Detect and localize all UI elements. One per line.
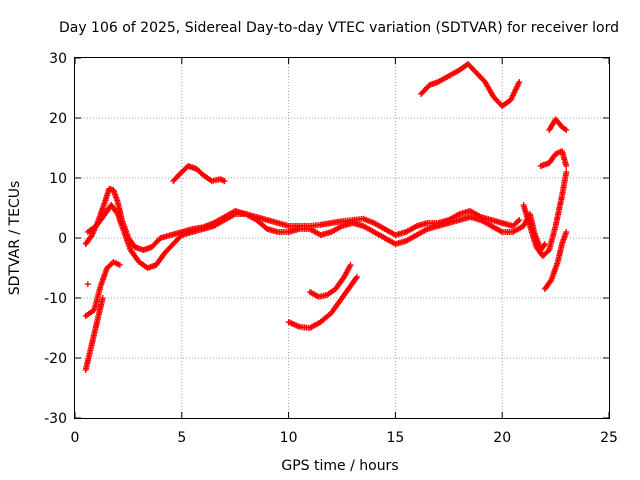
y-tick-label: 10 — [49, 171, 67, 187]
data-point-arc-g — [347, 262, 354, 268]
data-point-arc-b — [541, 242, 548, 249]
y-tick-label: 30 — [49, 51, 67, 67]
data-points — [82, 61, 570, 373]
data-point-arc-d — [99, 295, 106, 301]
data-point-arc-i — [563, 127, 570, 133]
data-point-arc-j — [563, 163, 570, 169]
chart-title: Day 106 of 2025, Sidereal Day-to-day VTE… — [59, 20, 619, 36]
data-point-arc-h — [516, 79, 523, 85]
axis-ticks: 0 5 10 15 20 25 -30 -20 -10 0 10 20 30 — [44, 51, 618, 446]
y-tick-label: -20 — [44, 351, 67, 367]
data-point-arc-a — [516, 217, 523, 223]
plot-border — [74, 57, 610, 419]
y-tick-label: -10 — [44, 291, 67, 307]
x-axis-label: GPS time / hours — [281, 458, 398, 474]
data-point-arc-f — [353, 274, 360, 280]
y-axis-label: SDTVAR / TECUs — [7, 181, 23, 296]
data-point-arc-a — [515, 218, 522, 225]
y-tick-label: -30 — [44, 411, 67, 427]
data-point-arc-k — [563, 169, 570, 175]
x-tick-label: 5 — [177, 430, 186, 446]
x-tick-label: 0 — [71, 430, 80, 446]
data-point-arc-b — [541, 241, 548, 247]
data-point-arc-m — [84, 281, 91, 288]
x-tick-label: 25 — [600, 430, 618, 446]
data-point-arc-f — [353, 275, 360, 282]
x-tick-label: 10 — [280, 430, 298, 446]
y-tick-label: 0 — [58, 231, 67, 247]
x-tick-label: 15 — [386, 430, 404, 446]
data-point-arc-e — [221, 178, 228, 184]
data-point-arc-l — [563, 229, 570, 235]
data-point-arc-c — [116, 262, 123, 268]
x-tick-label: 20 — [493, 430, 511, 446]
grid-lines — [75, 58, 609, 418]
y-tick-label: 20 — [49, 111, 67, 127]
